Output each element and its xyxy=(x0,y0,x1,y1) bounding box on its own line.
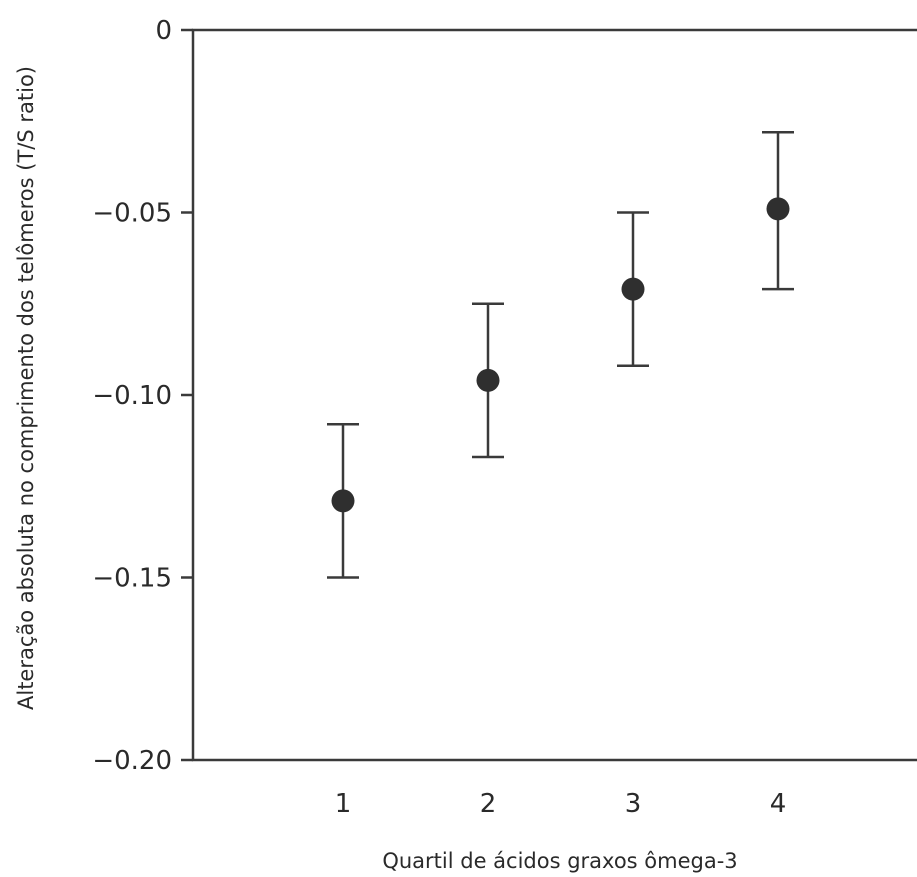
plot-frame-line xyxy=(191,28,917,762)
y-tick-label-0: 0 xyxy=(155,16,172,46)
data-points xyxy=(331,197,790,513)
data-point-3 xyxy=(621,277,645,301)
y-tick-label-3: −0.15 xyxy=(92,564,172,594)
y-axis-ticks: 0 −0.05 −0.10 −0.15 −0.20 xyxy=(92,16,193,776)
x-tick-label-2: 3 xyxy=(625,789,642,819)
y-tick-label-4: −0.20 xyxy=(92,746,172,776)
y-tick-label-2: −0.10 xyxy=(92,381,172,411)
x-tick-label-1: 2 xyxy=(480,789,497,819)
plot-frame xyxy=(191,28,917,762)
data-point-1 xyxy=(331,489,355,513)
x-axis-ticks: 1 2 3 4 xyxy=(335,789,787,819)
x-axis-title: Quartil de ácidos graxos ômega-3 xyxy=(382,849,737,873)
error-bars xyxy=(327,130,794,579)
data-point-4 xyxy=(766,197,790,221)
y-tick-label-1: −0.05 xyxy=(92,199,172,229)
x-tick-label-0: 1 xyxy=(335,789,352,819)
y-axis-title: Alteração absoluta no comprimento dos te… xyxy=(14,66,38,710)
x-tick-label-3: 4 xyxy=(770,789,787,819)
data-point-2 xyxy=(476,368,500,392)
